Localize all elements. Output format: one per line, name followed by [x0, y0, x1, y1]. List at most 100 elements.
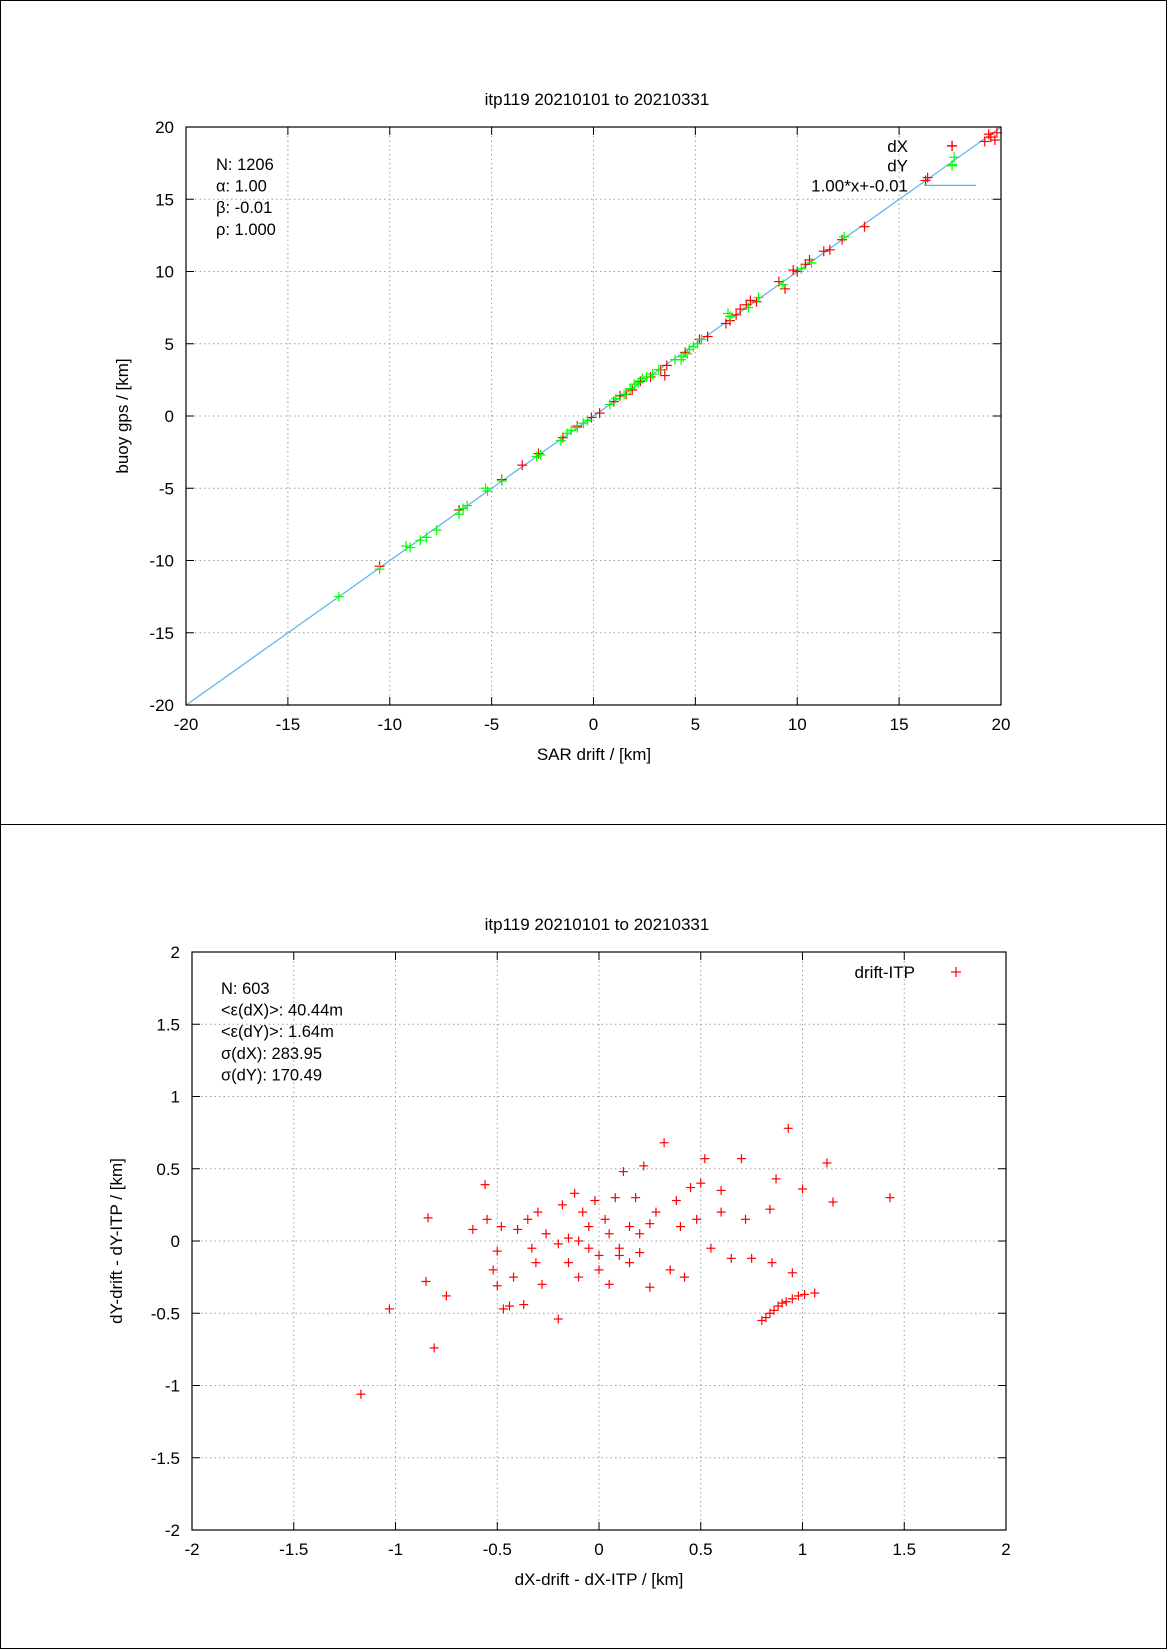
y-tick-label: -0.5 [151, 1304, 180, 1323]
data-point [735, 304, 746, 315]
x-tick-label: -20 [174, 715, 199, 734]
data-point [533, 1207, 543, 1217]
data-point [604, 399, 615, 410]
data-point [574, 1236, 584, 1246]
y-axis-label: buoy gps / [km] [113, 358, 132, 473]
data-point [374, 564, 385, 575]
x-tick-label: 0 [589, 715, 598, 734]
data-point [983, 129, 994, 140]
data-point [684, 344, 695, 355]
grid [186, 127, 1001, 705]
data-point [696, 1178, 706, 1188]
data-point [423, 1213, 433, 1223]
legend-label: drift-ITP [855, 963, 915, 982]
data-point [563, 1258, 573, 1268]
stats-line: σ(dY): 170.49 [221, 1066, 322, 1084]
data-point [787, 1294, 797, 1304]
stats-line: σ(dX): 283.95 [221, 1045, 322, 1063]
data-point [700, 1154, 710, 1164]
y-tick-label: -1.5 [151, 1449, 180, 1468]
data-point [745, 295, 756, 306]
data-point [635, 1229, 645, 1239]
data-point [604, 1279, 614, 1289]
y-tick-label: -5 [159, 479, 174, 498]
data-point [401, 541, 412, 552]
data-point [553, 1239, 563, 1249]
y-tick-label: 2 [171, 943, 180, 962]
data-point [761, 1313, 771, 1323]
data-point [578, 418, 589, 429]
data-point [625, 1258, 635, 1268]
data-point [584, 1243, 594, 1253]
data-point [627, 384, 638, 395]
data-point [659, 370, 670, 381]
data-point [741, 1214, 751, 1224]
data-point [800, 1289, 810, 1299]
data-point [523, 1214, 533, 1224]
stats-annotation: N: 603 <ε(dX)>: 40.44m <ε(dY)>: 1.64m σ(dX)… [221, 980, 343, 1084]
data-point [482, 1214, 492, 1224]
data-point [839, 231, 850, 242]
data-point [859, 221, 870, 232]
data-point [557, 1200, 567, 1210]
data-point [619, 389, 630, 400]
data-point [429, 1343, 439, 1353]
y-tick-label: 0.5 [156, 1160, 180, 1179]
data-point [818, 246, 829, 257]
data-point [824, 244, 835, 255]
data-point [492, 1281, 502, 1291]
data-point [793, 1291, 803, 1301]
bottom-panel-frame [0, 824, 1167, 1649]
data-point [747, 1253, 757, 1263]
data-point [641, 371, 652, 382]
stats-line: N: 603 [221, 980, 270, 998]
data-point [356, 1389, 366, 1399]
data-point [777, 279, 788, 290]
stats-line: α: 1.00 [216, 178, 267, 196]
data-point [625, 1222, 635, 1232]
x-tick-label: 2 [1001, 1540, 1010, 1559]
chart-title: itp119 20210101 to 20210331 [485, 915, 710, 934]
data-point [783, 1123, 793, 1133]
y-tick-label: -15 [149, 624, 174, 643]
data-point [635, 1248, 645, 1258]
data-point [736, 1154, 746, 1164]
data-point [788, 265, 799, 276]
data-point [572, 422, 583, 433]
data-point [706, 1243, 716, 1253]
data-point [828, 1197, 838, 1207]
data-point [675, 1222, 685, 1232]
data-point [504, 1301, 514, 1311]
residual-chart: itp119 20210101 to 20210331 dX-drift - d… [107, 915, 1011, 1589]
data-point [645, 1282, 655, 1292]
data-point [590, 1196, 600, 1206]
data-point [796, 263, 807, 274]
x-tick-label: 1.5 [892, 1540, 916, 1559]
x-tick-label: 15 [890, 715, 909, 734]
data-point [458, 503, 469, 514]
data-point [822, 1158, 832, 1168]
x-tick-label: 0.5 [689, 1540, 713, 1559]
ticks: -2 -1.5 -1 -0.5 0 0.5 1 1.5 2 -2 -1.5 -1 -0.5 0 0.5 1 1.… [151, 943, 1011, 1559]
data-point [594, 1265, 604, 1275]
data-point [480, 483, 491, 494]
data-point [800, 259, 811, 270]
data-point [751, 296, 762, 307]
data-point [517, 460, 528, 471]
data-point [498, 1304, 508, 1314]
data-point [333, 591, 344, 602]
data-point [722, 308, 733, 319]
data-point [555, 435, 566, 446]
y-axis-label: dY-drift - dY-ITP / [km] [107, 1158, 126, 1324]
data-point [781, 1297, 791, 1307]
data-point [716, 1185, 726, 1195]
data-point [637, 373, 648, 384]
legend-label: dY [887, 157, 908, 176]
data-point [421, 532, 432, 543]
x-tick-label: 20 [992, 715, 1011, 734]
x-axis-label: SAR drift / [km] [537, 745, 651, 764]
data-point [767, 1258, 777, 1268]
data-point [574, 1272, 584, 1282]
y-tick-label: 10 [155, 263, 174, 282]
